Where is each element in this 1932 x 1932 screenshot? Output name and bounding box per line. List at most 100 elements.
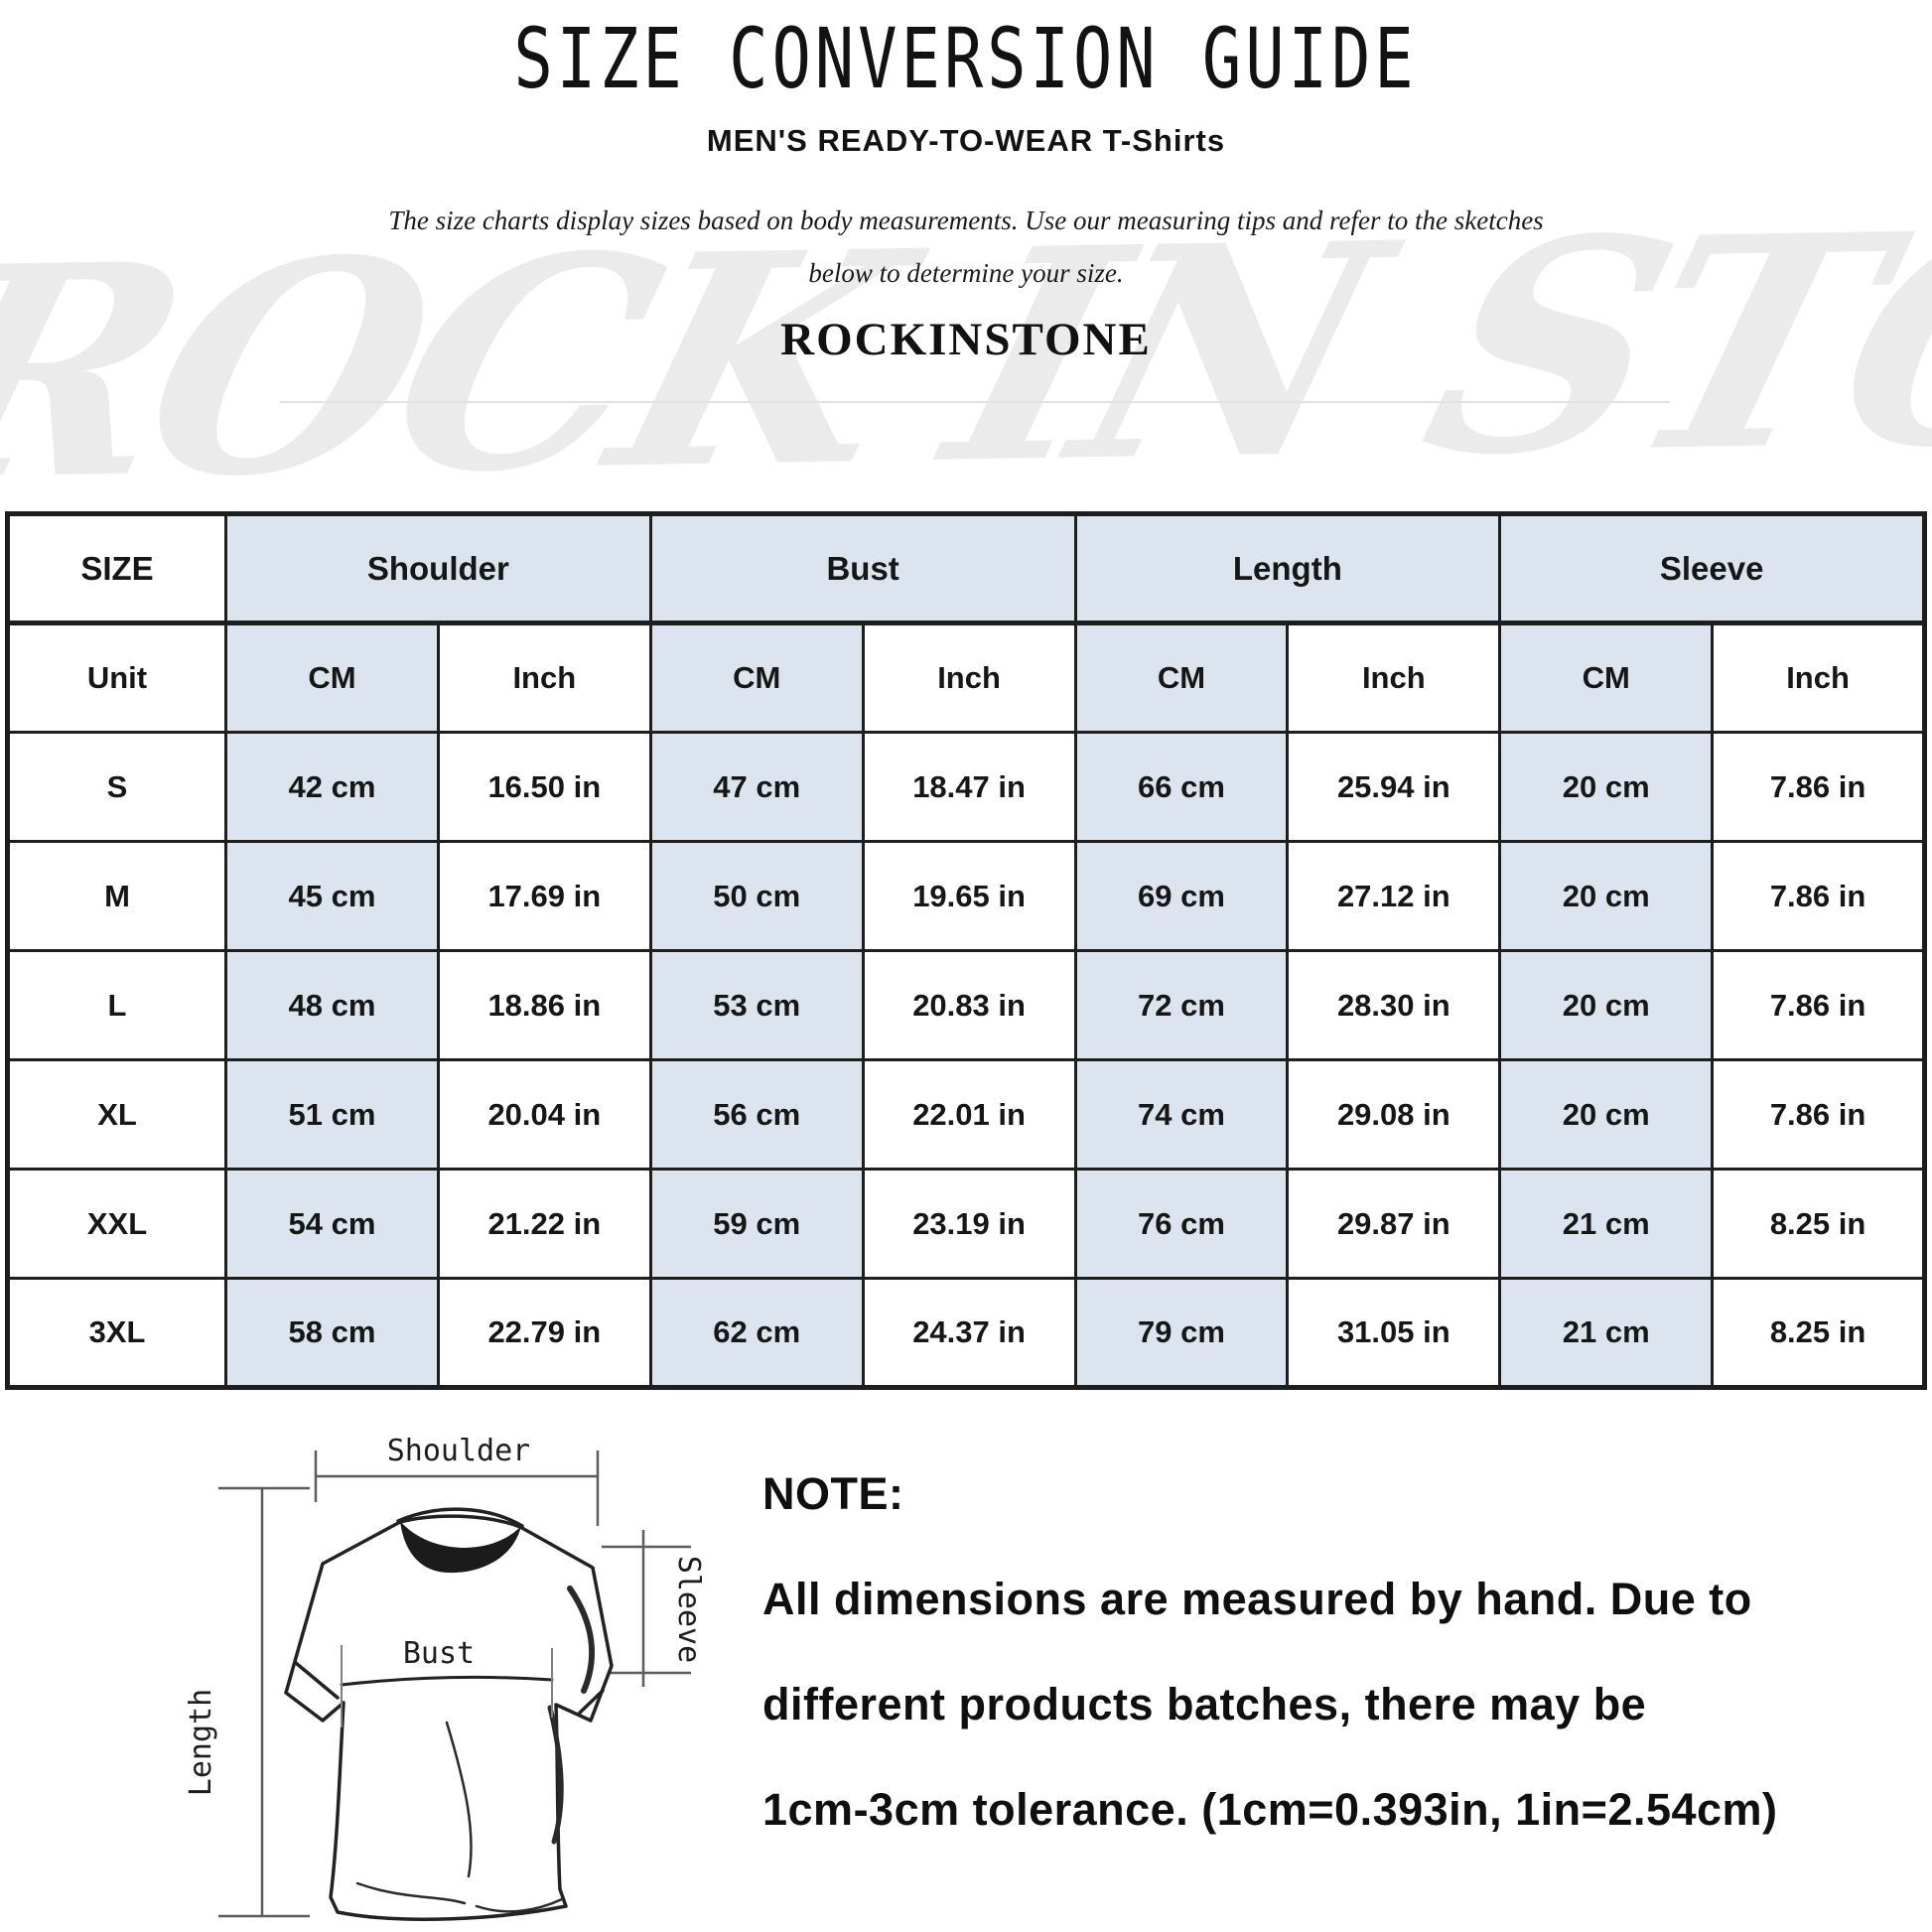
data-cell: 42 cm [224,731,440,843]
data-cell: 18.47 in [861,731,1077,843]
data-cell: 79 cm [1073,1277,1290,1389]
data-cell: 20.04 in [436,1058,652,1171]
data-cell: 51 cm [224,1058,440,1171]
note-line-2: different products batches, there may be [762,1679,1647,1729]
table-row: S 42 cm 16.50 in 47 cm 18.47 in 66 cm 25.94 in… [6,731,1926,843]
bust-label: Bust [403,1636,475,1671]
data-cell: 66 cm [1073,731,1290,843]
sleeve-label: Sleeve [671,1556,706,1663]
page-title-wrap: SIZE CONVERSION GUIDE [0,10,1932,107]
data-cell: 27.12 in [1286,840,1502,952]
unit-cell: CM [1498,621,1715,734]
unit-cell: Inch [861,621,1077,734]
data-cell: 58 cm [224,1277,440,1389]
unit-cell: Inch [1711,621,1926,734]
data-cell: 8.25 in [1711,1277,1926,1389]
tshirt-outline [284,1507,614,1921]
header-cell-size: SIZE [6,512,227,625]
data-cell: 72 cm [1073,949,1290,1061]
data-cell: 29.87 in [1286,1168,1502,1280]
page-subtitle: MEN'S READY-TO-WEAR T-Shirts [706,123,1226,158]
data-cell: 50 cm [648,840,865,952]
brand-name: ROCKINSTONE [780,314,1152,365]
size-cell: XL [6,1058,227,1171]
shoulder-label: Shoulder [387,1434,531,1468]
table-row: XL 51 cm 20.04 in 56 cm 22.01 in 74 cm 29.08 i… [6,1058,1926,1171]
bust-line [340,1675,554,1687]
data-cell: 31.05 in [1286,1277,1502,1389]
size-cell: 3XL [6,1277,227,1389]
collar [400,1521,521,1574]
header-cell-group: Bust [648,512,1077,625]
page-title: SIZE CONVERSION GUIDE [513,10,1419,107]
data-cell: 29.08 in [1286,1058,1502,1171]
data-cell: 7.86 in [1711,1058,1926,1171]
data-cell: 7.86 in [1711,840,1926,952]
data-cell: 47 cm [648,731,865,843]
divider-hairline [280,401,1670,403]
unit-cell: CM [648,621,865,734]
unit-cell: Inch [1286,621,1502,734]
tshirt-shading [355,1586,596,1913]
data-cell: 59 cm [648,1168,865,1280]
size-table-head: SIZE Shoulder Bust Length Sleeve Unit CM Inch CM… [6,512,1926,734]
data-cell: 20.83 in [861,949,1077,1061]
data-cell: 21 cm [1498,1168,1715,1280]
data-cell: 48 cm [224,949,440,1061]
data-cell: 8.25 in [1711,1168,1926,1280]
note-line-3: 1cm-3cm tolerance. (1cm=0.393in, 1in=2.5… [762,1784,1778,1835]
data-cell: 56 cm [648,1058,865,1171]
data-cell: 22.01 in [861,1058,1077,1171]
data-cell: 22.79 in [436,1277,652,1389]
size-cell: S [6,731,227,843]
description-line-1: The size charts display sizes based on b… [388,206,1544,235]
data-cell: 53 cm [648,949,865,1061]
bust-ticks [341,1645,553,1727]
note-heading: NOTE: [762,1468,904,1519]
table-unit-row: Unit CM Inch CM Inch CM Inch CM Inch [6,621,1926,734]
data-cell: 20 cm [1498,949,1715,1061]
measurement-lines [218,1450,691,1918]
data-cell: 25.94 in [1286,731,1502,843]
tshirt-measurement-sketch: Shoulder Bust Length Sleeve [184,1434,706,1921]
note-block: NOTE: All dimensions are measured by han… [762,1442,1874,1863]
data-cell: 74 cm [1073,1058,1290,1171]
description-line-2: below to determine your size. [808,258,1124,288]
data-cell: 20 cm [1498,731,1715,843]
size-cell: M [6,840,227,952]
unit-cell: CM [1073,621,1290,734]
note-line-1: All dimensions are measured by hand. Due… [762,1574,1752,1624]
data-cell: 20 cm [1498,840,1715,952]
header-cell-group: Sleeve [1498,512,1926,625]
data-cell: 21.22 in [436,1168,652,1280]
data-cell: 76 cm [1073,1168,1290,1280]
data-cell: 21 cm [1498,1277,1715,1389]
table-row: M 45 cm 17.69 in 50 cm 19.65 in 69 cm 27.12 in… [6,840,1926,952]
length-label: Length [184,1689,218,1796]
data-cell: 7.86 in [1711,731,1926,843]
data-cell: 7.86 in [1711,949,1926,1061]
header-cell-group: Shoulder [224,512,652,625]
size-table-body: S 42 cm 16.50 in 47 cm 18.47 in 66 cm 25.94 in… [6,731,1926,1389]
data-cell: 19.65 in [861,840,1077,952]
data-cell: 20 cm [1498,1058,1715,1171]
data-cell: 18.86 in [436,949,652,1061]
data-cell: 23.19 in [861,1168,1077,1280]
data-cell: 17.69 in [436,840,652,952]
data-cell: 54 cm [224,1168,440,1280]
table-row: L 48 cm 18.86 in 53 cm 20.83 in 72 cm 28.30 in… [6,949,1926,1061]
data-cell: 69 cm [1073,840,1290,952]
size-cell: XXL [6,1168,227,1280]
unit-cell: Inch [436,621,652,734]
size-table: SIZE Shoulder Bust Length Sleeve Unit CM Inch CM… [5,511,1927,1390]
unit-cell: CM [224,621,440,734]
table-group-header-row: SIZE Shoulder Bust Length Sleeve [6,512,1926,625]
table-row: XXL 54 cm 21.22 in 59 cm 23.19 in 76 cm 29.87 … [6,1168,1926,1280]
data-cell: 16.50 in [436,731,652,843]
header-cell-group: Length [1073,512,1502,625]
data-cell: 24.37 in [861,1277,1077,1389]
table-row: 3XL 58 cm 22.79 in 62 cm 24.37 in 79 cm 31.05 … [6,1277,1926,1389]
unit-cell-label: Unit [6,621,227,734]
description-text: The size charts display sizes based on b… [0,195,1932,300]
